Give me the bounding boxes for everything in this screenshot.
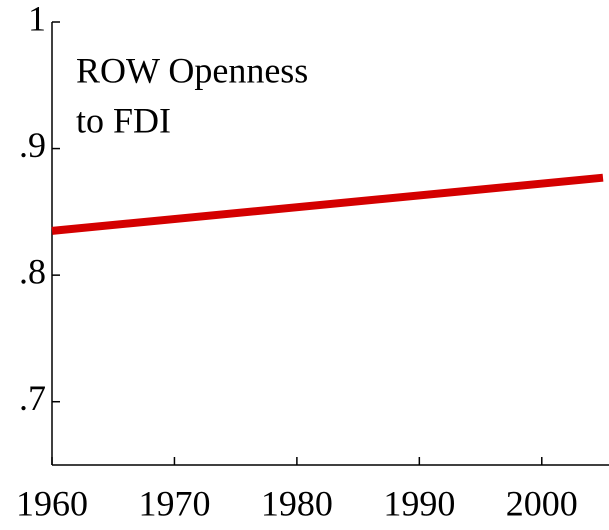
x-tick-label: 1980 <box>261 483 333 523</box>
y-tick-label: .9 <box>19 125 46 165</box>
x-tick-label: 1960 <box>16 483 88 523</box>
x-tick-label: 1970 <box>138 483 210 523</box>
chart-title: ROW Openness <box>76 50 308 90</box>
line-series <box>51 173 604 235</box>
chart-title: to FDI <box>76 100 171 140</box>
x-tick-label: 2000 <box>506 483 578 523</box>
y-tick-label: .8 <box>19 251 46 291</box>
y-tick-label: .7 <box>19 378 46 418</box>
x-tick-label: 1990 <box>383 483 455 523</box>
y-tick-label: 1 <box>28 0 46 38</box>
